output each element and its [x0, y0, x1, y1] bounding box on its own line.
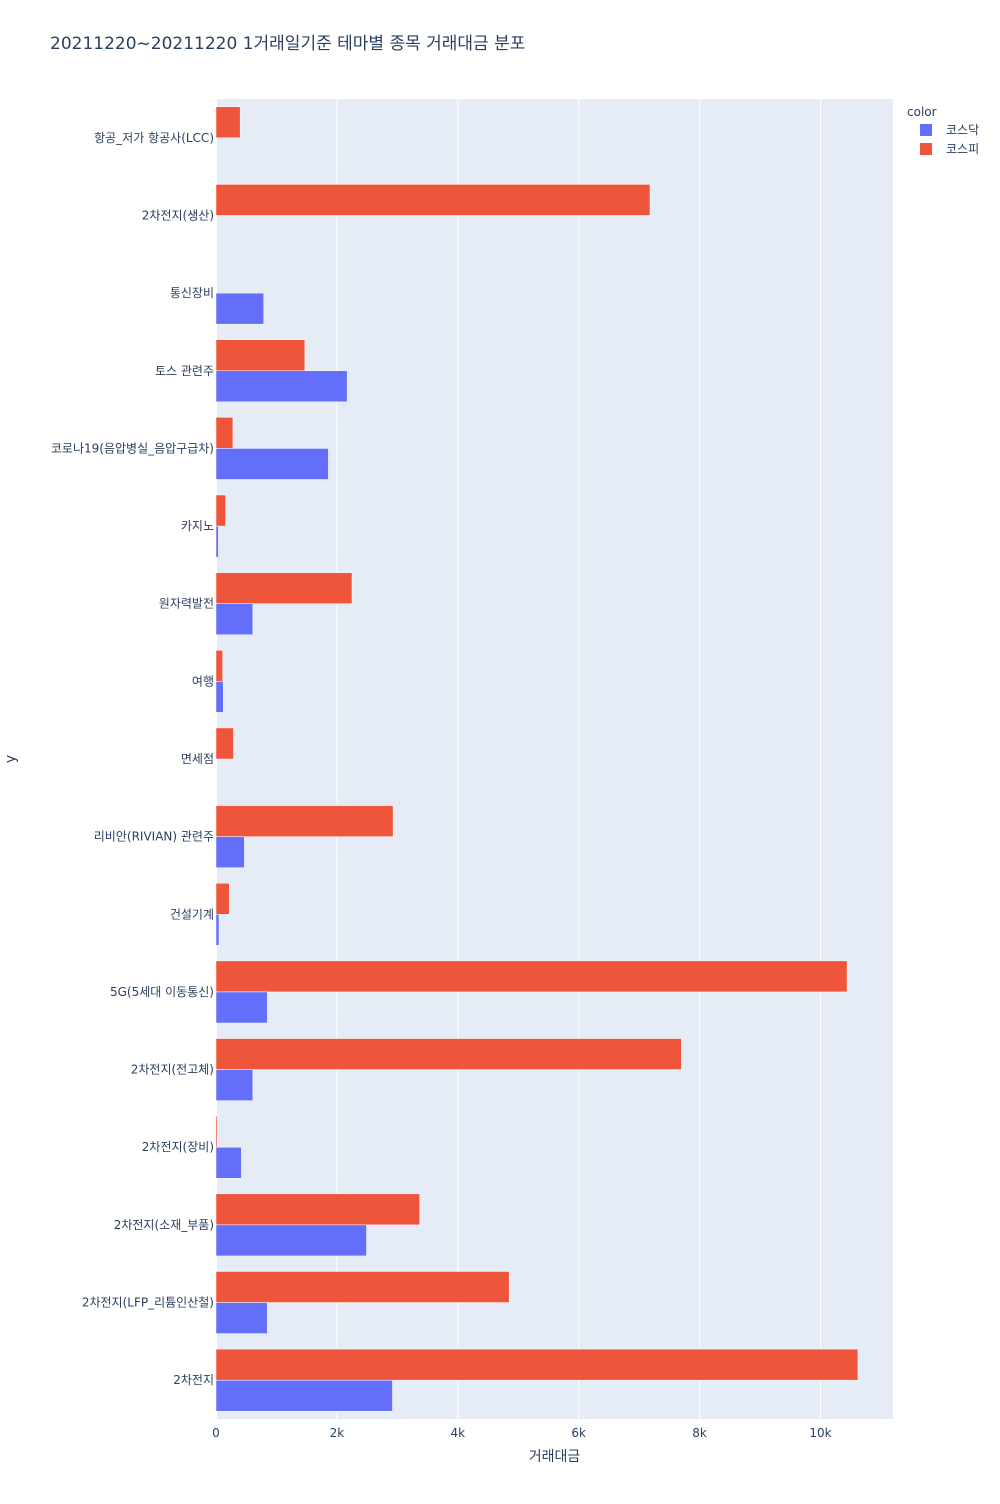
- y-tick-label: 2차전지(생산): [142, 208, 214, 222]
- y-tick-label: 2차전지(장비): [142, 1140, 214, 1154]
- bar-kosdaq[interactable]: [215, 1146, 242, 1179]
- x-tick-label: 2k: [330, 1426, 345, 1440]
- y-tick-label: 2차전지(LFP_리튬인산철): [82, 1296, 214, 1310]
- bar-kosdaq[interactable]: [215, 370, 348, 403]
- bar-kospi[interactable]: [215, 1348, 859, 1381]
- y-tick-label: 통신장비: [170, 286, 214, 300]
- bar-kospi[interactable]: [215, 1115, 218, 1148]
- bar-kospi[interactable]: [215, 417, 234, 449]
- x-tick-label: 8k: [692, 1426, 707, 1440]
- bar-kosdaq[interactable]: [215, 681, 224, 713]
- y-tick-label: 건설기계: [170, 907, 214, 921]
- bar-kosdaq[interactable]: [215, 292, 265, 325]
- y-tick-label: 면세점: [181, 752, 214, 766]
- x-tick-label: 6k: [571, 1426, 586, 1440]
- x-tick-label: 4k: [450, 1426, 465, 1440]
- y-tick-label: 토스 관련주: [155, 364, 214, 378]
- bar-kosdaq[interactable]: [215, 1224, 367, 1257]
- bar-kospi[interactable]: [215, 1038, 682, 1070]
- bar-kospi[interactable]: [215, 650, 223, 682]
- bar-kosdaq[interactable]: [215, 1069, 254, 1101]
- legend-swatch[interactable]: [920, 124, 932, 136]
- bar-kospi[interactable]: [215, 184, 651, 216]
- bar-kospi[interactable]: [215, 1271, 510, 1303]
- y-axis-title: y: [3, 755, 19, 763]
- bar-kospi[interactable]: [215, 1193, 420, 1226]
- x-tick-labels: 0 2k 4k 6k 8k 10k: [212, 1426, 831, 1440]
- bar-kospi[interactable]: [215, 339, 306, 372]
- bar-kosdaq[interactable]: [215, 1302, 268, 1334]
- y-tick-label: 2차전지: [173, 1373, 214, 1387]
- y-tick-label: 카지노: [181, 519, 214, 533]
- bar-kosdaq[interactable]: [215, 448, 329, 480]
- y-tick-label: 코로나19(음압병실_음압구급차): [51, 441, 214, 455]
- x-tick-label: 0: [212, 1426, 220, 1440]
- bar-kospi[interactable]: [215, 727, 234, 760]
- chart-title: 20211220~20211220 1거래일기준 테마별 종목 거래대금 분포: [50, 34, 525, 54]
- bar-kospi[interactable]: [215, 494, 226, 527]
- y-tick-label: 원자력발전: [159, 597, 214, 611]
- bar-kospi[interactable]: [215, 882, 230, 915]
- bar-kosdaq[interactable]: [215, 1379, 393, 1412]
- x-tick-label: 10k: [809, 1426, 831, 1440]
- y-tick-label: 2차전지(전고체): [131, 1063, 214, 1077]
- bars: [215, 106, 859, 1412]
- bar-kosdaq[interactable]: [215, 525, 219, 558]
- bar-kospi[interactable]: [215, 960, 848, 993]
- bar-kosdaq[interactable]: [215, 836, 245, 868]
- legend-label[interactable]: 코스닥: [946, 123, 979, 137]
- y-tick-label: 5G(5세대 이동통신): [110, 985, 214, 999]
- legend-title: color: [907, 105, 937, 119]
- bar-kospi[interactable]: [215, 106, 241, 139]
- x-axis-title: 거래대금: [529, 1449, 581, 1465]
- bar-kosdaq[interactable]: [215, 991, 268, 1024]
- bar-kospi[interactable]: [215, 572, 353, 604]
- y-tick-label: 항공_저가 항공사(LCC): [94, 131, 214, 145]
- y-tick-label: 2차전지(소재_부품): [114, 1218, 214, 1232]
- legend-label[interactable]: 코스피: [946, 142, 979, 156]
- y-tick-label: 리비안(RIVIAN) 관련주: [94, 830, 214, 844]
- bar-kosdaq[interactable]: [215, 914, 220, 946]
- legend-swatch[interactable]: [920, 143, 932, 155]
- y-tick-label: 여행: [192, 673, 214, 688]
- bar-kosdaq[interactable]: [215, 603, 254, 636]
- bar-kospi[interactable]: [215, 805, 394, 837]
